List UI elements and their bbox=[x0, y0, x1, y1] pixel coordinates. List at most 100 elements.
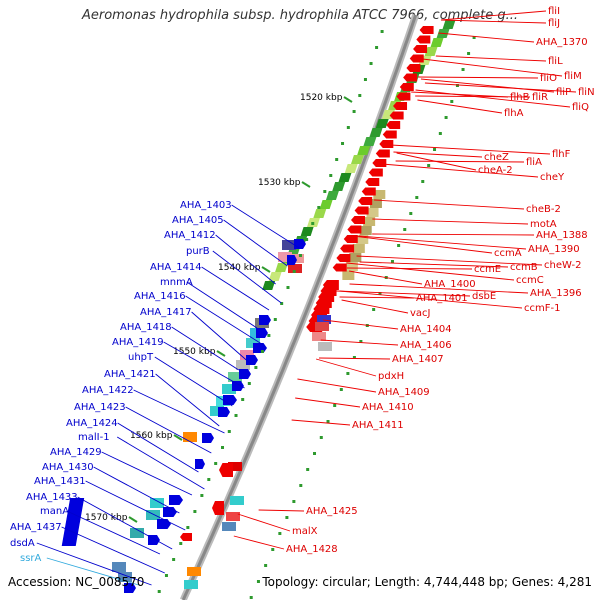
gene-label: AHA_1424 bbox=[66, 418, 118, 429]
leader-line bbox=[346, 262, 515, 281]
dot-marker bbox=[292, 270, 296, 273]
dot-marker bbox=[359, 340, 363, 343]
leader-line bbox=[440, 19, 547, 24]
gene-box bbox=[146, 510, 160, 520]
gene-box bbox=[118, 572, 132, 582]
dot-marker bbox=[346, 372, 350, 375]
dot-marker bbox=[390, 260, 394, 263]
dot-marker bbox=[311, 222, 315, 225]
leader-line bbox=[440, 10, 547, 21]
gene-arrow-red bbox=[379, 140, 394, 148]
gene-label: cheA-2 bbox=[478, 165, 513, 176]
gene-label: vacJ bbox=[410, 308, 431, 319]
gene-arrow-red bbox=[368, 168, 383, 177]
leader-line bbox=[291, 419, 351, 426]
gene-label: AHA_1437 bbox=[10, 522, 62, 533]
scale-label: 1540 kbp bbox=[218, 263, 261, 273]
leader-line bbox=[133, 389, 225, 434]
leader-line bbox=[339, 296, 415, 299]
gene-label: AHA_1414 bbox=[150, 262, 202, 273]
gene-label: AHA_1428 bbox=[286, 544, 338, 555]
scale-label: 1560 kbp bbox=[130, 431, 173, 441]
dot-marker bbox=[415, 196, 419, 199]
gene-arrow-red bbox=[358, 197, 373, 205]
gc-segment bbox=[369, 128, 383, 137]
gene-label: AHA_1431 bbox=[34, 476, 86, 487]
dot-marker bbox=[172, 558, 176, 561]
dot-marker bbox=[278, 532, 282, 535]
gene-label: cheZ bbox=[484, 152, 509, 163]
gene-label: mnmA bbox=[160, 277, 193, 288]
leader-line bbox=[116, 436, 205, 490]
gene-label: AHA_1396 bbox=[530, 288, 582, 299]
leader-line bbox=[339, 290, 523, 309]
gene-arrow-blue bbox=[195, 459, 205, 469]
gene-label: AHA_1370 bbox=[536, 37, 588, 48]
gene-label: fliJ bbox=[548, 18, 560, 29]
gene-arrow-red bbox=[393, 102, 408, 110]
leader-line bbox=[341, 299, 409, 314]
gene-label: ccmB bbox=[510, 262, 538, 273]
leader-line bbox=[66, 510, 161, 555]
leader-line bbox=[372, 233, 535, 236]
dot-marker bbox=[333, 404, 337, 407]
gene-label: AHA_1433 bbox=[26, 492, 78, 503]
dot-marker bbox=[358, 94, 362, 97]
gene-arrow-red bbox=[365, 178, 380, 186]
gene-arrow-red bbox=[343, 235, 358, 243]
dot-marker bbox=[179, 542, 183, 545]
leader-line bbox=[353, 235, 493, 254]
gene-box bbox=[230, 496, 244, 505]
gc-segment bbox=[430, 38, 444, 47]
gene-arrow-red bbox=[336, 254, 351, 262]
scale-label: 1570 kbp bbox=[85, 513, 128, 523]
gene-arrow-red bbox=[347, 225, 362, 234]
leader-line bbox=[61, 526, 165, 574]
gene-box bbox=[184, 580, 198, 589]
scale-label: 1530 kbp bbox=[258, 178, 301, 188]
leader-line bbox=[359, 261, 509, 268]
leader-line bbox=[85, 480, 186, 531]
gene-track-segment bbox=[352, 244, 365, 253]
leader-line bbox=[415, 89, 571, 108]
gc-segment bbox=[350, 155, 364, 164]
gene-label: AHA_1421 bbox=[104, 369, 156, 380]
dot-marker bbox=[186, 526, 190, 529]
leader-line bbox=[163, 341, 245, 389]
gene-label: AHA_1410 bbox=[362, 402, 414, 413]
gene-label: AHA_1388 bbox=[536, 230, 588, 241]
leader-line bbox=[117, 422, 199, 473]
dot-marker bbox=[438, 132, 442, 135]
leader-line bbox=[420, 78, 555, 93]
gene-label: flhF bbox=[552, 149, 571, 160]
gene-label: fliI bbox=[548, 6, 560, 17]
gene-label: AHA_1404 bbox=[400, 324, 452, 335]
gene-arrow-red bbox=[413, 45, 428, 53]
gc-segment bbox=[325, 191, 339, 200]
leader-line bbox=[191, 311, 252, 365]
dot-marker bbox=[254, 366, 258, 369]
gene-label: flhB bbox=[510, 92, 530, 103]
dot-marker bbox=[335, 158, 339, 161]
leader-line bbox=[424, 82, 577, 93]
gene-box bbox=[226, 512, 240, 521]
gc-segment bbox=[332, 182, 346, 191]
dot-marker bbox=[285, 516, 289, 519]
gene-arrow-blue bbox=[259, 315, 271, 325]
leader-line bbox=[201, 266, 270, 311]
gene-arrow-red bbox=[389, 111, 404, 120]
gene-arrow-red bbox=[396, 92, 411, 101]
dot-marker bbox=[271, 548, 275, 551]
dot-marker bbox=[247, 382, 251, 385]
gene-label: AHA_1430 bbox=[42, 462, 94, 473]
dot-marker bbox=[298, 254, 302, 257]
gene-label: AHA_1412 bbox=[164, 230, 216, 241]
gene-track-segment bbox=[366, 208, 379, 217]
gene-label: fliL bbox=[548, 56, 563, 67]
dot-marker bbox=[433, 148, 437, 151]
gene-label: AHA_1411 bbox=[352, 420, 404, 431]
dot-marker bbox=[305, 238, 309, 241]
dot-marker bbox=[421, 180, 425, 183]
gene-arrow-blue bbox=[202, 433, 214, 443]
leader-line bbox=[323, 319, 399, 330]
